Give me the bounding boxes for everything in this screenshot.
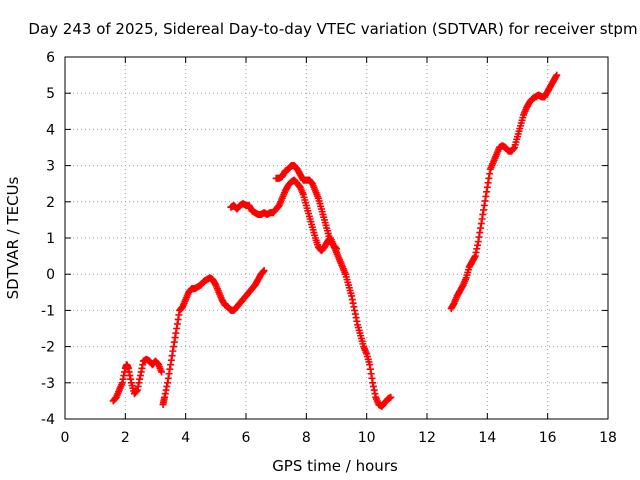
x-tick-label: 14 — [478, 430, 496, 446]
x-tick-label: 16 — [539, 430, 557, 446]
y-tick-label: -3 — [41, 376, 55, 392]
y-tick-label: 4 — [46, 122, 55, 138]
y-tick-label: 3 — [46, 159, 55, 175]
axis-ticks — [64, 56, 609, 420]
x-tick-label: 10 — [358, 430, 376, 446]
x-axis-label: GPS time / hours — [272, 457, 398, 475]
y-axis-label: SDTVAR / TECUs — [4, 176, 22, 299]
series-segment-2 — [159, 267, 268, 409]
y-tick-labels: -4 -3 -2 -1 0 1 2 3 4 5 6 — [41, 50, 55, 428]
data-point-marker — [333, 245, 340, 253]
y-tick-label: -1 — [41, 303, 55, 319]
y-tick-label: 5 — [46, 86, 55, 102]
y-tick-label: -4 — [41, 412, 55, 428]
data-point-marker — [387, 393, 395, 401]
series-segment-5 — [447, 71, 561, 313]
series-segment-1 — [109, 355, 166, 405]
x-tick-label: 2 — [121, 430, 130, 446]
y-tick-label: -2 — [41, 340, 55, 356]
y-tick-label: 1 — [46, 231, 55, 247]
x-tick-label: 0 — [61, 430, 70, 446]
data-series — [109, 71, 561, 410]
data-point-marker — [260, 267, 268, 275]
series-segment-3 — [227, 176, 395, 410]
data-point-marker — [158, 368, 166, 376]
chart-title: Day 243 of 2025, Sidereal Day-to-day VTE… — [28, 20, 637, 38]
x-tick-label: 4 — [181, 430, 190, 446]
x-tick-labels: 0 2 4 6 8 10 12 14 16 18 — [61, 430, 617, 446]
y-tick-label: 2 — [46, 195, 55, 211]
y-tick-label: 0 — [46, 267, 55, 283]
series-segment-4 — [272, 162, 340, 253]
y-tick-label: 6 — [46, 50, 55, 66]
x-tick-label: 12 — [418, 430, 436, 446]
x-tick-label: 8 — [302, 430, 311, 446]
grid-lines — [65, 57, 608, 419]
x-tick-label: 6 — [242, 430, 251, 446]
data-point-marker — [553, 71, 561, 79]
x-tick-label: 18 — [599, 430, 617, 446]
